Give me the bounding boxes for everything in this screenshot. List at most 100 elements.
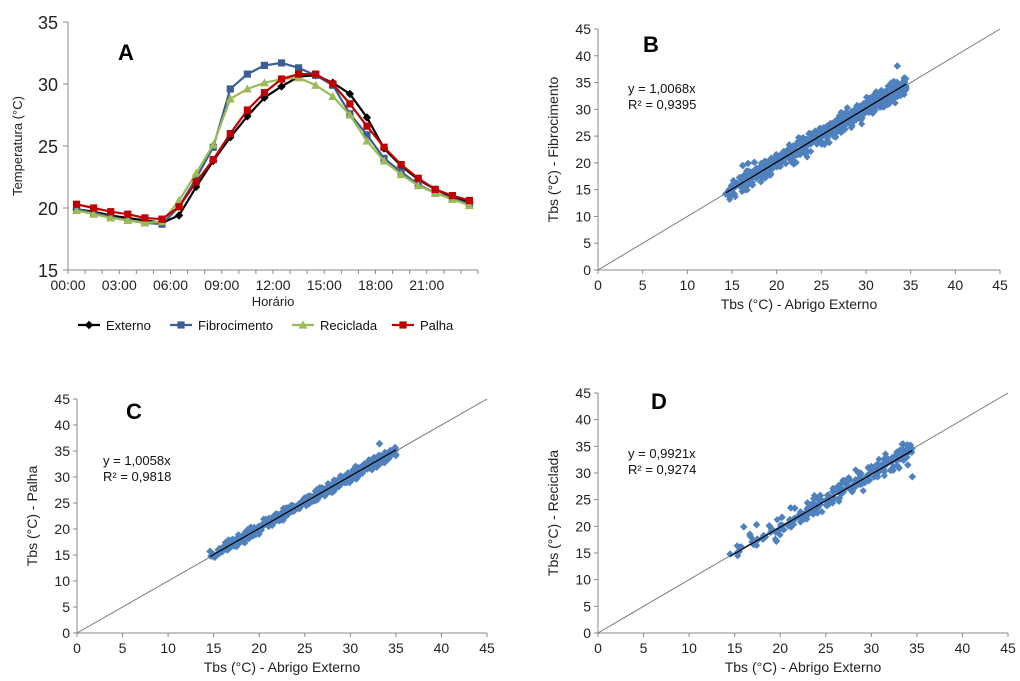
data-point (842, 111, 851, 120)
scatter-point (866, 100, 874, 108)
x-tick-label: 35 (903, 277, 919, 293)
y-tick-label: 30 (575, 465, 591, 481)
scatter-point (298, 498, 306, 506)
data-point-fibrocimento (363, 131, 371, 139)
data-point (824, 131, 833, 140)
data-point (268, 518, 276, 527)
y-tick-label: 25 (38, 137, 58, 157)
scatter-point (826, 497, 835, 505)
scatter-point (386, 451, 395, 459)
scatter-point (896, 450, 904, 458)
y-tick-label: 20 (38, 199, 58, 219)
data-point (847, 118, 856, 127)
scatter-point (773, 163, 781, 171)
scatter-point (893, 461, 902, 470)
data-point-externo (362, 113, 372, 122)
y-tick-label: 40 (54, 417, 70, 433)
data-point-palha (175, 203, 183, 211)
scatter-point (816, 496, 824, 504)
y-tick-label: 25 (54, 495, 70, 511)
x-tick-label: 20 (769, 277, 785, 293)
data-point (750, 158, 759, 167)
y-tick-label: 5 (583, 235, 591, 251)
x-tick-label: 09:00 (204, 277, 239, 293)
scatter-point (837, 111, 845, 119)
data-point-palha (158, 215, 166, 223)
data-point (386, 446, 395, 455)
data-point-palha (329, 80, 337, 88)
y-tick-label: 15 (575, 545, 591, 561)
x-tick-label: 20 (772, 640, 788, 656)
scatter-point (251, 530, 259, 538)
legend-label: Externo (106, 318, 151, 333)
data-point-reciclada (345, 110, 355, 119)
panel-letter-a: A (118, 40, 134, 65)
scatter-point (859, 487, 867, 495)
scatter-point (858, 120, 866, 128)
data-point (773, 153, 782, 162)
r-squared-label: R² = 0,9274 (628, 462, 696, 477)
data-point-reciclada (191, 168, 201, 177)
y-tick-label: 30 (575, 101, 591, 117)
scatter-point (757, 178, 765, 186)
scatter-point (780, 526, 788, 534)
scatter-point (869, 92, 877, 100)
data-point (345, 476, 354, 485)
data-point-reciclada (413, 181, 423, 190)
scatter-point (883, 94, 892, 102)
data-point-fibrocimento (295, 64, 303, 72)
data-point (853, 101, 861, 110)
scatter-point (892, 81, 901, 89)
r-squared-label: R² = 0,9818 (103, 469, 171, 484)
data-point-palha (107, 208, 115, 216)
data-point-reciclada (106, 213, 116, 222)
data-point (300, 496, 309, 504)
x-tick-label: 5 (639, 277, 647, 293)
scatter-point (818, 508, 826, 516)
y-tick-label: 25 (575, 128, 591, 144)
scatter-point (851, 105, 859, 113)
scatter-point (753, 164, 761, 172)
x-tick-label: 25 (297, 640, 313, 656)
scatter-point (802, 135, 810, 144)
y-tick-label: 35 (54, 443, 70, 459)
x-tick-label: 40 (955, 640, 971, 656)
x-tick-label: 25 (818, 640, 834, 656)
scatter-point (749, 541, 758, 549)
legend-marker-palha (399, 321, 407, 329)
scatter-point (729, 176, 737, 185)
data-point (900, 75, 909, 83)
legend-marker-reciclada (298, 320, 308, 329)
scatter-point (828, 499, 837, 507)
data-point (313, 488, 322, 496)
scatter-point (265, 514, 273, 522)
scatter-point (869, 109, 877, 117)
data-point-fibrocimento (260, 61, 269, 69)
scatter-point (864, 104, 872, 113)
data-point-palha (465, 196, 474, 205)
scatter-point (776, 531, 784, 539)
data-point (893, 62, 902, 70)
data-point-palha (397, 161, 405, 169)
y-tick-label: 25 (575, 492, 591, 508)
data-point (903, 461, 912, 469)
x-tick-label: 5 (119, 640, 127, 656)
scatter-point (806, 504, 814, 513)
y-axis-title: Tbs (°C) - Palha (24, 466, 40, 567)
scatter-point (785, 154, 793, 162)
y-axis-title: Temperatura (°C) (10, 96, 25, 196)
data-point (765, 522, 774, 530)
data-point (876, 88, 885, 97)
legend-label: Fibrocimento (198, 318, 273, 333)
data-point (791, 504, 799, 512)
y-tick-label: 35 (575, 438, 591, 454)
data-point-reciclada (464, 201, 474, 210)
scatter-point (806, 509, 814, 517)
data-point (829, 484, 837, 493)
y-tick-label: 45 (575, 385, 591, 401)
data-point (759, 535, 767, 543)
scatter-point (905, 442, 913, 450)
scatter-point (883, 458, 891, 466)
scatter-point (825, 138, 833, 147)
x-tick-label: 45 (992, 277, 1008, 293)
